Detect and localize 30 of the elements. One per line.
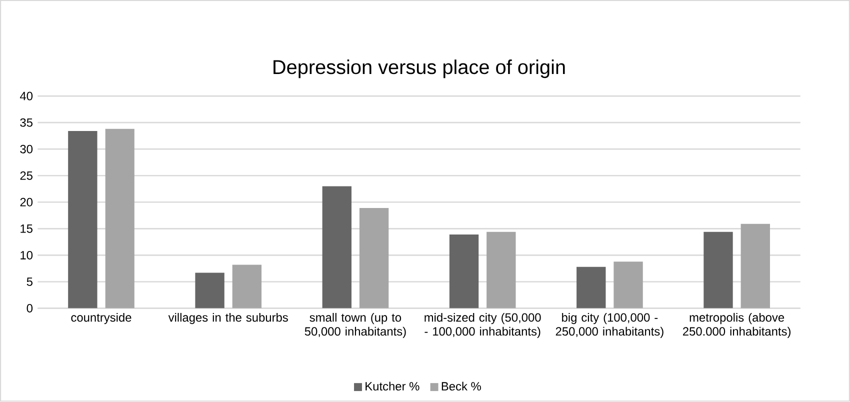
y-tick-label: 40 bbox=[20, 92, 33, 100]
x-tick-label: big city (100,000 - 250,000 inhabitants) bbox=[556, 313, 664, 338]
bar bbox=[322, 186, 352, 308]
bar bbox=[740, 224, 770, 308]
x-tick-label: countryside bbox=[71, 313, 132, 324]
y-tick-label: 25 bbox=[20, 172, 32, 180]
bar bbox=[232, 264, 262, 308]
bar bbox=[576, 267, 606, 308]
x-tick-label: metropolis (above 250.000 inhabitants) bbox=[683, 313, 790, 338]
y-tick-label: 5 bbox=[26, 278, 32, 286]
bar bbox=[614, 262, 643, 308]
y-tick-label: 35 bbox=[20, 118, 32, 127]
bar bbox=[105, 129, 134, 308]
y-tick-label: 15 bbox=[20, 224, 32, 234]
legend-label: Beck % bbox=[442, 382, 481, 391]
bar bbox=[486, 232, 516, 308]
bar bbox=[195, 272, 224, 308]
bar bbox=[359, 208, 389, 308]
x-tick-label: small town (up to 50,000 inhabitants) bbox=[304, 313, 406, 338]
x-tick-label: mid-sized city (50,000 - 100,000 inhabitants) bbox=[424, 313, 541, 338]
chart-title: Depression versus place of origin bbox=[274, 60, 565, 78]
legend-label: Kutcher % bbox=[366, 382, 420, 391]
y-tick-label: 10 bbox=[20, 251, 33, 260]
bar bbox=[704, 232, 733, 308]
y-tick-label: 30 bbox=[20, 145, 33, 154]
x-tick-label: villages in the suburbs bbox=[168, 313, 288, 324]
y-tick-label: 0 bbox=[26, 304, 33, 313]
y-tick-label: 20 bbox=[20, 198, 33, 207]
bar bbox=[68, 131, 98, 308]
bar bbox=[449, 234, 479, 308]
